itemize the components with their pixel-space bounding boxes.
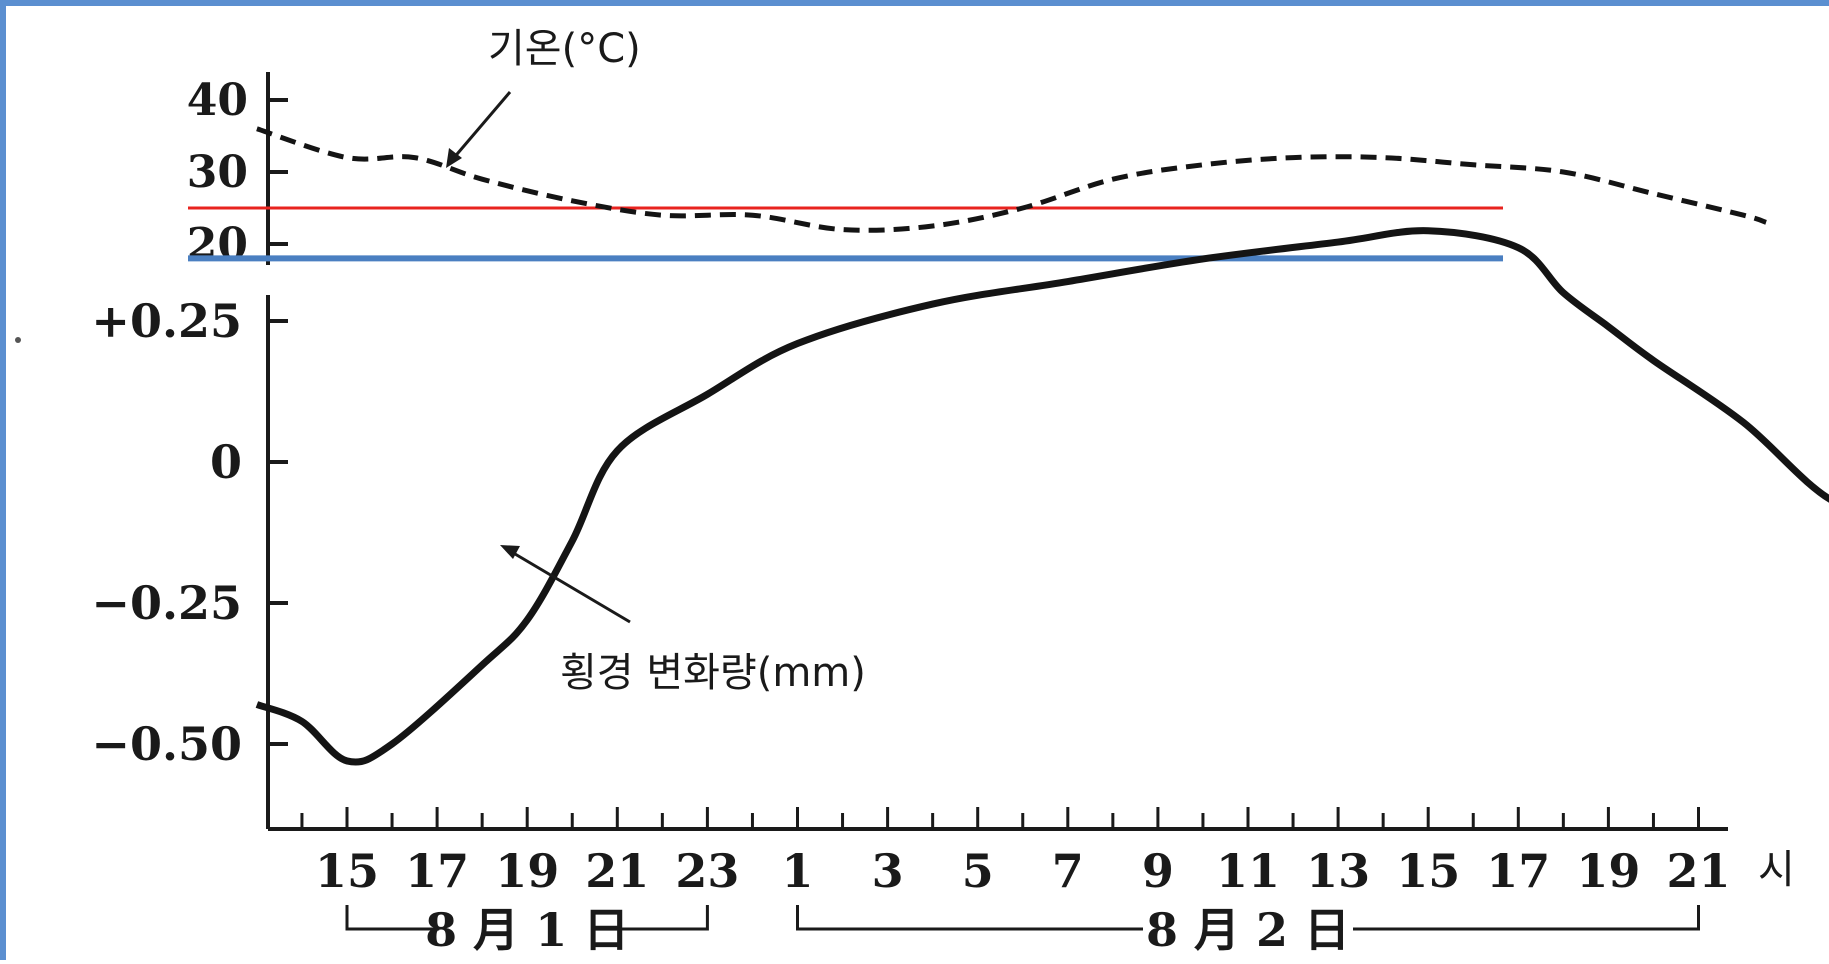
x-tick-label: 5: [962, 844, 994, 898]
date-bracket-left: [796, 905, 1143, 931]
x-tick-label: 1: [781, 844, 813, 898]
y-mm-tick-label: +0.25: [91, 294, 242, 348]
x-tick-label: 11: [1216, 844, 1280, 898]
x-tick-label: 3: [872, 844, 904, 898]
y-mm-tick-label: −0.50: [91, 717, 242, 771]
x-tick-label: 17: [405, 844, 469, 898]
date-bracket-right: [1353, 905, 1700, 931]
series-group: [255, 126, 1829, 766]
x-unit-label: 시: [1758, 847, 1795, 893]
stray-dot: [15, 337, 21, 343]
y-temp-tick-label: 40: [187, 75, 248, 126]
x-tick-label: 17: [1486, 844, 1550, 898]
temperature-curve: [256, 126, 1767, 233]
x-tick-label: 21: [585, 844, 649, 898]
x-tick-label: 21: [1666, 844, 1730, 898]
diameter-arrow-head: [500, 545, 520, 559]
x-tick-label: 13: [1306, 844, 1370, 898]
x-tick-label: 23: [675, 844, 739, 898]
x-tick-label: 19: [1576, 844, 1640, 898]
frame-top-bar: [0, 0, 1829, 6]
date-bracket: 8 月 1 日: [345, 903, 709, 957]
y-temp-tick-label: 20: [187, 219, 248, 270]
x-tick-label: 15: [1396, 844, 1460, 898]
temperature-series-label: 기온(°C): [488, 26, 641, 72]
x-tick-label: 7: [1052, 844, 1084, 898]
frame-left-bar: [0, 0, 6, 960]
y-temp-tick-label: 30: [187, 147, 248, 198]
temperature-arrow-line: [450, 91, 512, 161]
diameter-change-curve: [255, 227, 1829, 766]
date-bracket-right: [615, 905, 709, 931]
y-mm-tick-label: 0: [210, 435, 242, 489]
x-tick-label: 19: [495, 844, 559, 898]
date-label: 8 月 1 日: [425, 903, 629, 957]
y-mm-tick-label: −0.25: [91, 576, 242, 630]
diameter-series-label: 횡경 변화량(mm): [560, 650, 866, 696]
x-tick-label: 9: [1142, 844, 1174, 898]
temperature-arrow-head: [446, 148, 462, 168]
reference-lines-group: [188, 206, 1503, 262]
date-label: 8 月 2 日: [1146, 903, 1350, 957]
x-tick-label: 15: [315, 844, 379, 898]
date-bracket-left: [345, 905, 440, 931]
annotations-group: 기온(°C) 횡경 변화량(mm): [15, 26, 866, 696]
diameter-arrow-line: [509, 549, 631, 624]
date-bracket: 8 月 2 日: [796, 903, 1700, 957]
